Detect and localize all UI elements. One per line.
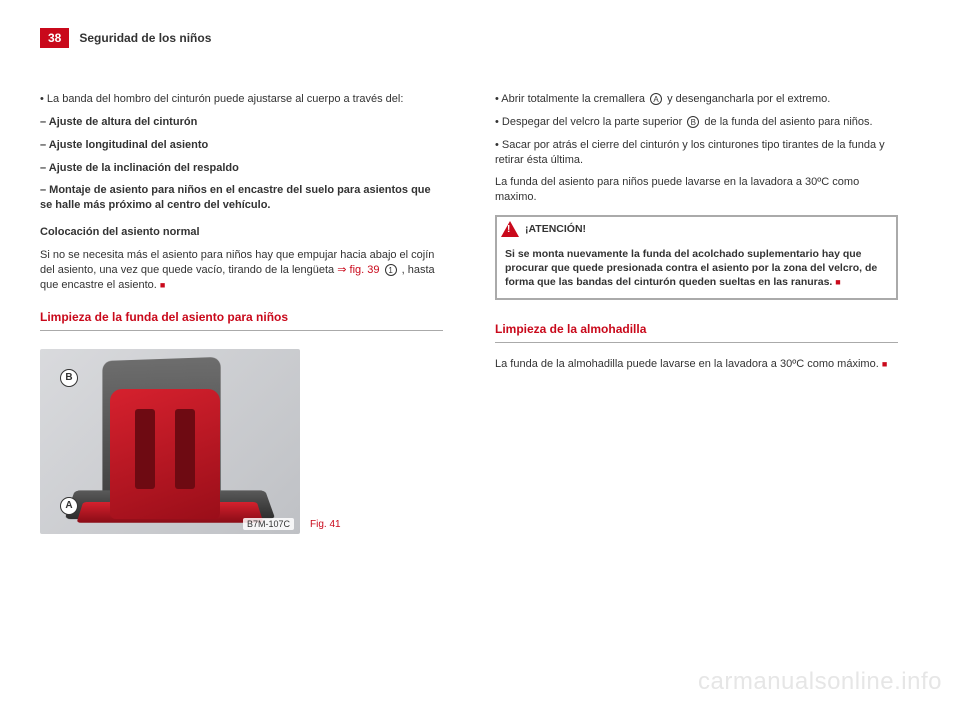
- warning-triangle-icon: [501, 221, 519, 237]
- body-text: • Abrir totalmente la cremallera A y des…: [495, 92, 898, 107]
- figure-row: B A B7M-107C Fig. 41: [40, 345, 443, 534]
- callout-key-icon: 1: [385, 264, 397, 276]
- figure-reference: ⇒ fig. 39: [337, 264, 379, 276]
- text-fragment: • Despegar del velcro la parte superior: [495, 116, 685, 128]
- body-text: • Despegar del velcro la parte superior …: [495, 115, 898, 130]
- end-marker-icon: ■: [160, 280, 165, 290]
- body-text: • Sacar por atrás el cierre del cinturón…: [495, 138, 898, 168]
- body-text: La funda del asiento para niños puede la…: [495, 175, 898, 205]
- list-item: – Ajuste de altura del cinturón: [40, 115, 443, 130]
- section-title: Seguridad de los niños: [79, 31, 211, 45]
- text-fragment: • Abrir totalmente la cremallera: [495, 93, 648, 105]
- divider: [40, 330, 443, 331]
- section-subheading: Limpieza de la almohadilla: [495, 322, 898, 336]
- list-item: – Ajuste de la inclinación del respaldo: [40, 161, 443, 176]
- list-item: – Montaje de asiento para niños en el en…: [40, 183, 443, 213]
- callout-key-icon: B: [687, 116, 699, 128]
- warning-header: ¡ATENCIÓN!: [497, 215, 896, 241]
- end-marker-icon: ■: [882, 359, 887, 369]
- text-fragment: La funda de la almohadilla puede lavarse…: [495, 358, 879, 370]
- watermark-text: carmanualsonline.info: [698, 668, 942, 696]
- text-fragment: de la funda del asiento para niños.: [704, 116, 872, 128]
- callout-b-icon: B: [60, 369, 78, 387]
- left-column: • La banda del hombro del cinturón puede…: [40, 92, 443, 534]
- right-column: • Abrir totalmente la cremallera A y des…: [495, 92, 898, 534]
- page-number-badge: 38: [40, 28, 69, 48]
- callout-key-icon: A: [650, 93, 662, 105]
- figure-id: B7M-107C: [243, 518, 294, 530]
- divider: [495, 342, 898, 343]
- list-item: – Ajuste longitudinal del asiento: [40, 138, 443, 153]
- body-text: Si no se necesita más el asiento para ni…: [40, 248, 443, 293]
- section-subheading: Limpieza de la funda del asiento para ni…: [40, 310, 443, 324]
- body-text: • La banda del hombro del cinturón puede…: [40, 92, 443, 107]
- child-seat-shape: [110, 389, 220, 519]
- text-fragment: y desengancharla por el extremo.: [667, 93, 830, 105]
- paragraph-heading: Colocación del asiento normal: [40, 225, 443, 240]
- manual-page: 38 Seguridad de los niños • La banda del…: [0, 0, 960, 562]
- end-marker-icon: ■: [835, 277, 840, 287]
- figure-caption: Fig. 41: [310, 519, 341, 530]
- warning-text: Si se monta nuevamente la funda del acol…: [505, 248, 877, 288]
- warning-box: ¡ATENCIÓN! Si se monta nuevamente la fun…: [495, 215, 898, 300]
- warning-title: ¡ATENCIÓN!: [525, 223, 586, 235]
- warning-body: Si se monta nuevamente la funda del acol…: [497, 241, 896, 298]
- page-header: 38 Seguridad de los niños: [40, 28, 898, 48]
- two-column-layout: • La banda del hombro del cinturón puede…: [40, 92, 898, 534]
- figure-illustration: B A B7M-107C: [40, 349, 300, 534]
- body-text: La funda de la almohadilla puede lavarse…: [495, 357, 898, 372]
